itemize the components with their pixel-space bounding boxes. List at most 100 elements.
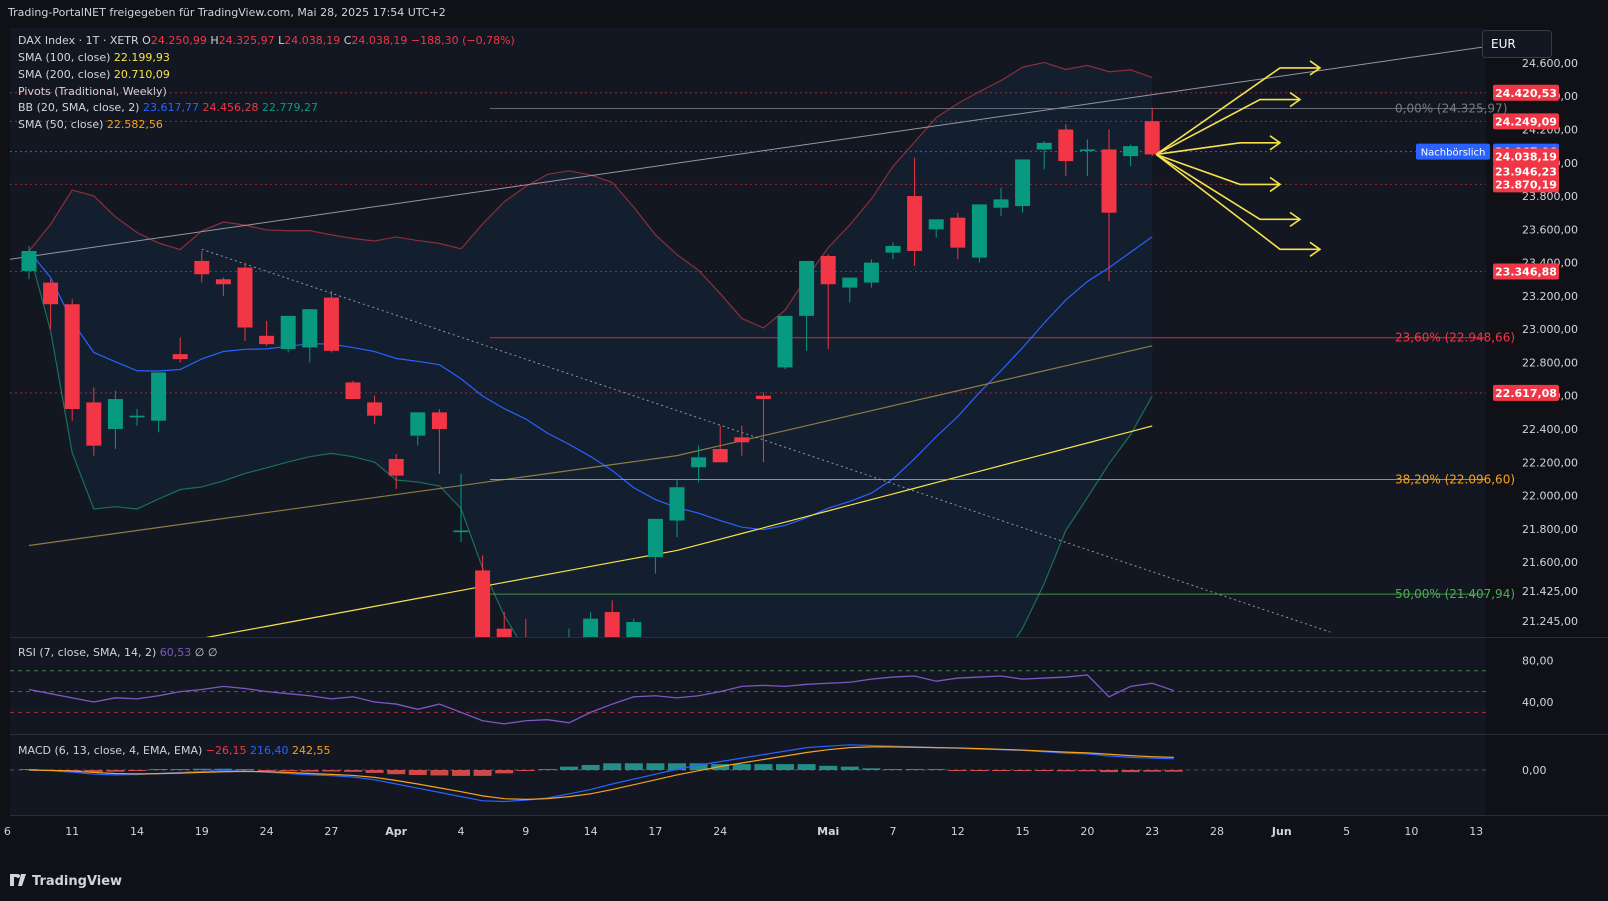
time-axis-label: 4 xyxy=(458,825,465,838)
candle-body xyxy=(863,262,879,283)
macd-histogram-bar xyxy=(581,764,600,770)
afterhours-badge-bg xyxy=(1416,143,1490,160)
price-overlays xyxy=(10,46,1486,637)
macd-histogram-bar xyxy=(128,770,146,771)
macd-histogram-bar xyxy=(20,769,38,770)
macd-histogram-bar xyxy=(560,766,578,770)
time-axis-label: 14 xyxy=(584,825,598,838)
macd-histogram-bar xyxy=(149,769,168,770)
bb-lower-line xyxy=(28,250,1153,637)
candle-body xyxy=(971,204,987,258)
macd-histogram-bar xyxy=(905,769,924,770)
tradingview-logo-icon xyxy=(10,874,26,886)
sma50-label: SMA (50, close) xyxy=(18,118,104,131)
candle-body xyxy=(626,622,642,637)
price-axis-label: 21.600,00 xyxy=(1522,556,1578,569)
sma100-legend[interactable]: SMA (100, close) 22.199,93 xyxy=(18,51,170,64)
afterhours-badge: Nachbörslich xyxy=(1421,148,1486,159)
macd-histogram-bar xyxy=(776,764,794,770)
price-tag: 24.420,53 xyxy=(1495,87,1557,100)
symbol-name: DAX Index · 1T · XETR xyxy=(18,34,139,47)
price-axis-label: 24.600,00 xyxy=(1522,57,1578,70)
ohlc-high: 24.325,97 xyxy=(218,34,275,47)
candle-body xyxy=(1058,129,1074,162)
sma200-value: 20.710,09 xyxy=(113,68,170,81)
macd-histogram-bar xyxy=(646,763,665,770)
projection-arrowhead xyxy=(1269,135,1282,151)
projection-arrow xyxy=(1155,98,1300,156)
sma50-line xyxy=(28,345,1153,547)
macd-histogram-bar xyxy=(1013,770,1032,771)
pivots-legend[interactable]: Pivots (Traditional, Weekly) xyxy=(18,85,167,98)
macd-histogram-bar xyxy=(452,770,470,776)
rsi-legend[interactable]: RSI (7, close, SMA, 14, 2) 60,53 ∅ ∅ xyxy=(18,646,217,659)
price-axis-label: 23.800,00 xyxy=(1522,190,1578,203)
candle-body xyxy=(475,570,491,637)
rsi-axis-label: 40,00 xyxy=(1522,696,1554,709)
projection-arrow xyxy=(1155,153,1320,251)
rising-trendline xyxy=(10,46,1486,260)
bb-legend[interactable]: BB (20, SMA, close, 2) 23.617,77 24.456,… xyxy=(18,101,318,114)
time-axis-label: 15 xyxy=(1016,825,1030,838)
macd-histogram-bar xyxy=(689,763,708,770)
sma100-value: 22.199,93 xyxy=(113,51,170,64)
sma50-legend[interactable]: SMA (50, close) 22.582,56 xyxy=(18,118,163,131)
macd-legend[interactable]: MACD (6, 13, close, 4, EMA, EMA) −26,15 … xyxy=(18,744,331,757)
price-tag: 22.617,08 xyxy=(1495,387,1557,400)
macd-label: MACD (6, 13, close, 4, EMA, EMA) xyxy=(18,744,203,757)
price-axis-label: 23.200,00 xyxy=(1522,290,1578,303)
candle-body xyxy=(43,282,59,305)
candle-body xyxy=(604,612,620,637)
macd-histogram-bar xyxy=(668,763,686,770)
macd-histogram-bar xyxy=(495,770,514,774)
fib-level-label: 23,60% (22.948,66) xyxy=(1395,331,1515,345)
candle-body xyxy=(1101,149,1117,213)
currency-selector[interactable]: EUR xyxy=(1482,30,1552,58)
time-axis-label: 24 xyxy=(260,825,274,838)
candle-body xyxy=(885,245,901,253)
price-tag-bg xyxy=(1493,148,1559,165)
candle-body xyxy=(237,267,253,328)
time-axis-label: 17 xyxy=(648,825,662,838)
price-tag-bg xyxy=(1493,176,1559,193)
sma100-line xyxy=(205,425,1153,637)
candle-body xyxy=(453,530,469,533)
macd-histogram-bar xyxy=(387,770,406,775)
projection-arrowhead xyxy=(1289,211,1302,228)
time-axis-label: 23 xyxy=(1145,825,1159,838)
macd-histogram-bar xyxy=(279,770,298,772)
time-axis-label: 20 xyxy=(1080,825,1094,838)
macd-histogram-bar xyxy=(236,769,254,770)
price-axis-label: 23.000,00 xyxy=(1522,323,1578,336)
candle-body xyxy=(367,402,383,416)
candle-body xyxy=(302,309,318,348)
time-axis-label: 24 xyxy=(713,825,727,838)
sma100-label: SMA (100, close) xyxy=(18,51,111,64)
macd-histogram-bar xyxy=(624,763,643,770)
candle-body xyxy=(907,196,923,251)
time-axis-label: 19 xyxy=(195,825,209,838)
candle-body xyxy=(583,618,599,637)
macd-histogram-bar xyxy=(603,763,622,770)
time-axis-label: 7 xyxy=(890,825,897,838)
macd-histogram-bar xyxy=(1164,770,1183,772)
candle-body xyxy=(712,448,728,463)
bb-basis-value: 23.617,77 xyxy=(142,101,199,114)
projection-arrowhead xyxy=(1269,176,1282,193)
sma200-legend[interactable]: SMA (200, close) 20.710,09 xyxy=(18,68,170,81)
bb-upper-value: 24.456,28 xyxy=(202,101,259,114)
macd-axis-label: 0,00 xyxy=(1522,764,1547,777)
macd-histogram-bar xyxy=(927,769,946,770)
candle-body xyxy=(950,217,966,248)
macd-histogram-bar xyxy=(862,768,881,770)
macd-histogram-bar xyxy=(344,770,362,772)
candle-body xyxy=(388,458,404,476)
price-axis-label: 22.800,00 xyxy=(1522,356,1578,369)
symbol-legend[interactable]: DAX Index · 1T · XETR O24.250,99 H24.325… xyxy=(18,34,515,47)
price-tag-bg xyxy=(1493,163,1559,180)
macd-pane-bg xyxy=(10,735,1486,815)
candle-body xyxy=(647,518,663,558)
falling-trendline xyxy=(201,248,1331,633)
tradingview-brand[interactable]: TradingView xyxy=(10,873,122,889)
